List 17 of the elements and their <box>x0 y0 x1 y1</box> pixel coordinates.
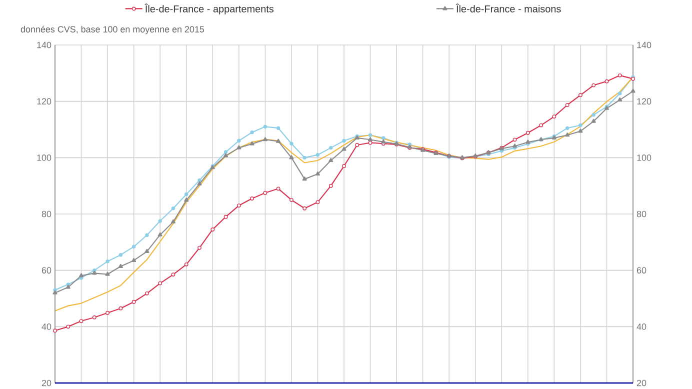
y-tick-label: 100 <box>37 154 52 161</box>
y-tick-label: 60 <box>42 267 52 274</box>
y-tick-label: 40 <box>42 323 52 330</box>
y2-tick-label: 140 <box>637 42 652 48</box>
y2-tick-label: 120 <box>637 98 652 105</box>
legend-label: Île-de-France - maisons <box>456 4 561 12</box>
y-tick-label: 80 <box>42 210 52 218</box>
y-tick-label: 140 <box>37 42 52 48</box>
y2-tick-label: 20 <box>636 380 646 386</box>
y-tick-label: 120 <box>37 98 52 105</box>
y2-tick-label: 100 <box>637 154 652 161</box>
y2-tick-label: 60 <box>636 267 646 274</box>
legend-label: Île-de-France - appartements <box>144 4 274 14</box>
y2-tick-label: 40 <box>636 323 646 330</box>
y2-tick-label: 80 <box>636 210 646 218</box>
y-tick-label: 20 <box>42 380 52 386</box>
chart-subtitle: données CVS, base 100 en moyenne en 2015 <box>20 26 204 34</box>
